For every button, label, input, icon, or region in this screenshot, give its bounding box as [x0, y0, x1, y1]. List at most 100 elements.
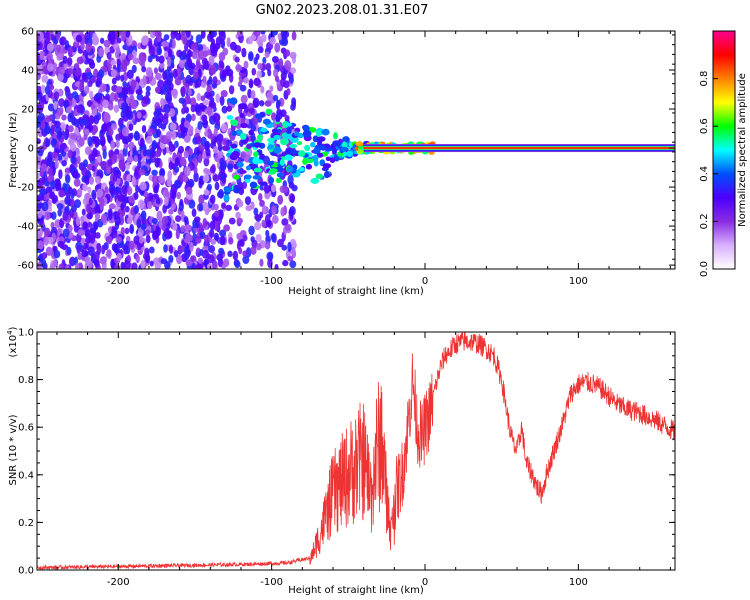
spectrogram-cell [236, 129, 243, 136]
spectrogram-cell [66, 57, 73, 66]
spectrogram-cell [169, 122, 177, 131]
spectrogram-cell [329, 157, 336, 163]
spectrogram-cell [184, 43, 189, 52]
spectrogram-cell [44, 85, 50, 95]
spectrogram-cell [65, 86, 70, 94]
spectrogram-cell [70, 155, 77, 165]
spectrogram-cell [59, 142, 67, 150]
spectrogram-cell [172, 222, 178, 231]
spectrogram-cell [248, 107, 255, 114]
spectrogram-cell [185, 232, 190, 241]
spectrogram-cell [157, 79, 165, 90]
spectrogram-cell [172, 68, 178, 79]
spectrogram-cell [289, 193, 295, 204]
spectrogram-cell [313, 159, 319, 167]
spectrogram-cell [94, 259, 100, 268]
spectrogram-cell [272, 94, 279, 102]
spectrogram-cell [47, 103, 55, 112]
spectrogram-cell [85, 203, 92, 214]
spectrogram-cell [302, 158, 308, 166]
spectrogram-cell [183, 216, 189, 224]
colorbar-tick-label: 0.8 [699, 71, 710, 87]
spectrogram-cell [263, 184, 270, 194]
spectrogram-cell [291, 31, 297, 41]
spectrogram-cell [242, 181, 247, 190]
spectrogram-cell [148, 41, 153, 51]
spectrogram-cell [209, 165, 216, 174]
spectrogram-cell [284, 154, 293, 161]
spectrogram-cell [187, 50, 193, 58]
spectrogram-cell [282, 259, 289, 267]
spectrogram-cell [202, 150, 207, 160]
snr-series-line [37, 332, 675, 570]
spectrogram-cell [306, 158, 314, 164]
spectrogram-cell [99, 197, 105, 208]
spectrogram-cell [247, 51, 254, 62]
spectrogram-cell [215, 119, 221, 126]
spectrogram-cell [89, 90, 94, 100]
spectrogram-cell [65, 174, 71, 184]
spectrogram-cell [274, 263, 279, 269]
spectrogram-cell [159, 167, 166, 178]
spectrogram-cell [67, 125, 74, 133]
spectrogram-cell [98, 47, 105, 57]
spectrogram-cell [273, 134, 282, 141]
spectrogram-cell [91, 108, 98, 115]
spectrogram-cell [177, 145, 185, 154]
spectrogram-cell [37, 227, 43, 238]
spectrogram-cell [44, 125, 51, 135]
spectrogram-cell [37, 112, 45, 121]
spectrogram-cell [185, 186, 193, 195]
spectrogram-cell [88, 212, 93, 220]
spectrogram-cell [81, 249, 89, 258]
y-tick-label: 0.8 [18, 375, 34, 386]
spectrogram-cell [116, 86, 123, 94]
spectrogram-cell [195, 34, 203, 44]
spectrogram-cell [163, 34, 170, 41]
spectrogram-cell [145, 85, 151, 92]
colorbar-ticks: 0.0 0.2 0.4 0.6 0.8 [699, 71, 718, 277]
spectrogram-cell [114, 215, 121, 226]
spectrogram-cell [289, 144, 298, 149]
spectrogram-cell [210, 238, 217, 245]
y-tick-label: -20 [18, 183, 34, 194]
spectrogram-cell [217, 144, 223, 152]
spectrogram-cell [267, 137, 275, 143]
spectrogram-cell [185, 31, 191, 38]
snr-y-axis-label: SNR (10 * v/v) [8, 414, 19, 485]
spectrogram-cell [180, 225, 186, 233]
spectrogram-cell [163, 244, 168, 253]
spectrogram-cell [160, 98, 165, 107]
spectrogram-cell [94, 232, 101, 239]
spectrogram-cell [76, 56, 84, 65]
spectrogram-cell [45, 115, 53, 122]
spectrogram-cell [234, 56, 240, 63]
spectrogram-cell [71, 170, 79, 179]
spectrogram-cell [155, 55, 160, 62]
spectrogram-cell [84, 85, 90, 95]
spectrogram-cell [67, 113, 73, 123]
spectrogram-cell [56, 108, 64, 117]
spectrogram-cell [271, 55, 279, 63]
spectrogram-cell [283, 80, 290, 89]
spectrogram-cell [286, 128, 292, 135]
spectrogram-cell [209, 133, 215, 141]
spectrogram-cell [123, 260, 131, 269]
spectrogram-cell [139, 181, 147, 191]
spectrogram-cell [222, 138, 227, 146]
spectrogram-cell [242, 234, 248, 242]
spectrogram-cell [262, 205, 267, 214]
spectrogram-cell [206, 49, 212, 56]
spectrogram-cell [220, 160, 227, 170]
spectrogram-cell [133, 155, 138, 163]
spectrogram-cell [45, 34, 51, 43]
spectrogram-cell [91, 165, 96, 172]
spectrogram-cell [145, 229, 150, 236]
spectrogram-cell [176, 49, 183, 58]
spectrogram-cell [190, 43, 198, 52]
spectrogram-cell [68, 256, 76, 267]
spectrogram-cell [125, 31, 131, 38]
spectrogram-cell [288, 208, 295, 217]
spectrogram-cell [54, 159, 59, 169]
